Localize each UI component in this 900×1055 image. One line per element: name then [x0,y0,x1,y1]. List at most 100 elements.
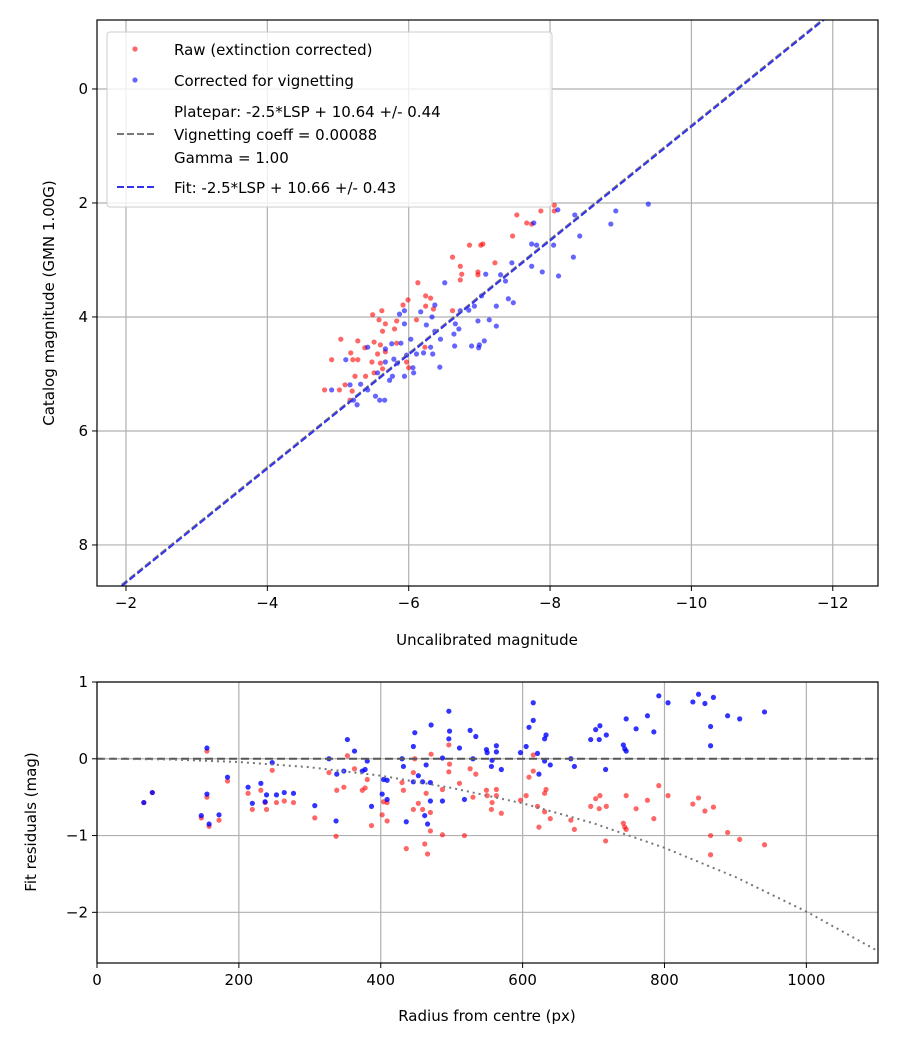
raw-residual-point [249,806,255,813]
corrected-point [497,272,504,278]
corrected-residual-point [534,750,541,757]
raw-point [430,306,437,312]
x-tick-label: 200 [225,971,254,989]
corrected-residual-point [149,789,155,796]
raw-residual-point [415,800,421,806]
raw-point [449,308,456,314]
corrected-residual-point [690,699,696,705]
corrected-residual-point [410,779,416,785]
raw-residual-point [446,761,453,767]
raw-point [400,302,406,308]
corrected-residual-point [427,798,433,804]
legend: Raw (extinction corrected) Corrected for… [106,31,553,208]
corrected-point [374,370,381,376]
corrected-point [365,344,371,350]
corrected-residual-point [312,803,318,809]
raw-residual-point [543,786,549,793]
corrected-point [505,296,511,302]
raw-point [321,387,328,393]
bottom-y-axis-label: Fit residuals (mag) [22,752,40,891]
corrected-point [483,271,489,277]
corrected-point [555,207,561,213]
corrected-point [509,260,515,266]
raw-point [379,328,386,334]
raw-residual-point [400,787,407,793]
corrected-residual-point [707,723,714,730]
raw-point [457,277,463,283]
raw-residual-point [593,796,599,802]
corrected-residual-point [423,762,429,768]
raw-residual-point [588,803,594,809]
corrected-point [430,351,436,357]
raw-residual-point [290,799,297,806]
legend-corrected-label: Corrected for vignetting [174,72,354,90]
raw-point [428,295,434,301]
corrected-point [358,381,364,387]
raw-residual-point [710,804,717,810]
raw-residual-point [737,836,743,842]
raw-point [336,387,343,393]
raw-residual-point [542,809,548,815]
corrected-point [401,373,408,379]
corrected-point [432,302,438,308]
corrected-point [387,377,393,383]
x-tick-label: 0 [92,971,102,989]
top-x-axis-label: Uncalibrated magnitude [396,631,578,649]
raw-point [374,351,381,357]
raw-residual-point [498,810,504,816]
corrected-point [534,242,540,248]
corrected-residual-point [384,796,390,803]
raw-residual-point [439,786,446,793]
raw-point [413,317,420,323]
raw-point [449,254,456,260]
raw-residual-point [707,852,714,858]
corrected-residual-point [543,732,549,738]
corrected-point [570,254,576,260]
raw-point [350,357,356,363]
vignetting-curve [97,757,878,952]
corrected-point [408,336,414,342]
corrected-point [502,278,509,284]
corrected-residual-point [633,726,639,732]
corrected-residual-point [245,784,251,790]
legend-vignetting-label: Vignetting coeff = 0.00088 [174,126,377,144]
raw-point [422,344,428,350]
corrected-point [401,321,408,327]
raw-residual-point [410,769,416,776]
raw-point [355,338,361,344]
raw-residual-point [695,795,702,801]
raw-residual-point [427,809,433,816]
corrected-point [382,359,388,365]
raw-residual-point [273,799,280,806]
corrected-residual-point [725,713,731,719]
raw-residual-point [326,769,332,776]
raw-residual-point [761,842,768,848]
corrected-point [377,397,383,403]
y-tick-label: 6 [78,422,88,440]
corrected-point [347,382,353,388]
corrected-residual-point [198,812,204,819]
raw-point [394,318,400,324]
raw-point [475,272,481,278]
corrected-residual-point [467,727,473,733]
corrected-point [468,343,475,349]
raw-point [480,241,486,247]
raw-point [348,350,354,356]
corrected-point [413,351,420,357]
raw-residual-point [623,826,629,833]
raw-point [379,308,385,314]
corrected-point [410,365,416,371]
raw-point [551,202,557,208]
raw-residual-point [470,794,476,800]
y-tick-label: 0 [78,80,88,98]
corrected-point [466,307,472,313]
corrected-residual-point [644,713,651,719]
corrected-residual-point [542,758,548,764]
legend-fit-label: Fit: -2.5*LSP + 10.66 +/- 0.43 [174,179,396,197]
raw-residual-point [351,766,358,772]
corrected-residual-point [623,716,629,722]
corrected-point [613,208,619,214]
raw-residual-point [603,838,609,844]
corrected-point [510,300,516,306]
